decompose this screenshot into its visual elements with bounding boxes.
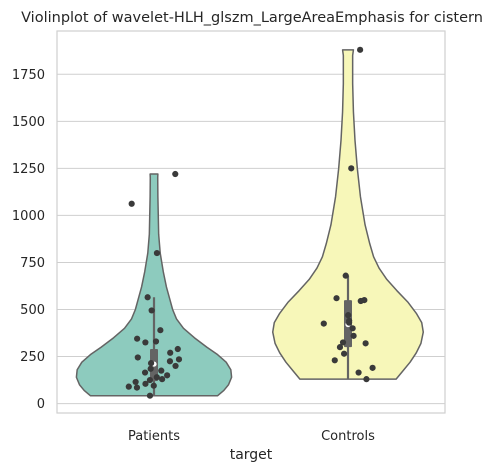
x-tick-labels: Patients Controls [128, 429, 375, 444]
data-point [333, 295, 340, 302]
data-point [134, 335, 141, 342]
data-point [350, 332, 357, 339]
data-point [159, 376, 166, 383]
data-point [357, 46, 364, 53]
data-point [355, 369, 362, 376]
data-point [146, 392, 154, 399]
y-tick-label: 1750 [12, 68, 45, 83]
data-point [157, 327, 164, 334]
data-point [158, 367, 165, 374]
data-point [147, 365, 154, 372]
y-tick-label: 500 [20, 303, 45, 318]
y-tick-label: 750 [20, 256, 45, 271]
data-point [167, 349, 174, 356]
x-tick-label: Controls [321, 429, 375, 444]
data-point [369, 364, 376, 371]
x-tick-label: Patients [128, 429, 180, 444]
data-point [349, 325, 356, 332]
y-tick-labels: 0 250 500 750 1000 1250 1500 1750 [12, 68, 45, 412]
data-point [132, 378, 139, 386]
violin-controls [271, 49, 425, 380]
data-point [336, 344, 344, 351]
violins [75, 49, 425, 397]
data-point [142, 339, 149, 346]
data-point [164, 372, 171, 379]
data-point [172, 362, 179, 370]
data-point [128, 200, 135, 207]
data-point [175, 356, 183, 363]
data-points [125, 46, 376, 399]
x-axis-label: target [230, 447, 273, 463]
data-point [144, 294, 151, 301]
plot-frame [56, 30, 446, 414]
y-tick-label: 1000 [12, 209, 45, 224]
data-point [346, 319, 353, 326]
data-point [320, 320, 327, 327]
data-point [141, 369, 149, 376]
data-point [153, 249, 161, 257]
data-point [147, 360, 155, 367]
data-point [340, 350, 348, 357]
y-tick-label: 1250 [12, 162, 45, 177]
data-point [150, 382, 157, 389]
data-point [125, 383, 132, 390]
data-point [342, 272, 349, 279]
data-point [148, 307, 155, 314]
data-point [345, 312, 352, 319]
data-point [172, 170, 179, 178]
data-point [331, 357, 338, 364]
data-point [339, 339, 347, 346]
chart-title: Violinplot of wavelet-HLH_glszm_LargeAre… [21, 10, 483, 26]
data-point [152, 338, 160, 345]
data-point [348, 165, 355, 172]
y-tick-label: 0 [37, 397, 45, 412]
data-point [362, 340, 369, 347]
data-point [363, 376, 370, 383]
data-point [166, 358, 174, 365]
data-point [174, 345, 181, 353]
y-tick-label: 250 [20, 350, 45, 365]
data-point [146, 376, 154, 384]
data-point [134, 354, 141, 361]
y-tick-label: 1500 [12, 115, 45, 130]
data-point [357, 297, 364, 305]
data-point [153, 374, 160, 381]
data-point [133, 384, 141, 391]
violin-patients [75, 173, 233, 397]
data-point [142, 380, 149, 387]
